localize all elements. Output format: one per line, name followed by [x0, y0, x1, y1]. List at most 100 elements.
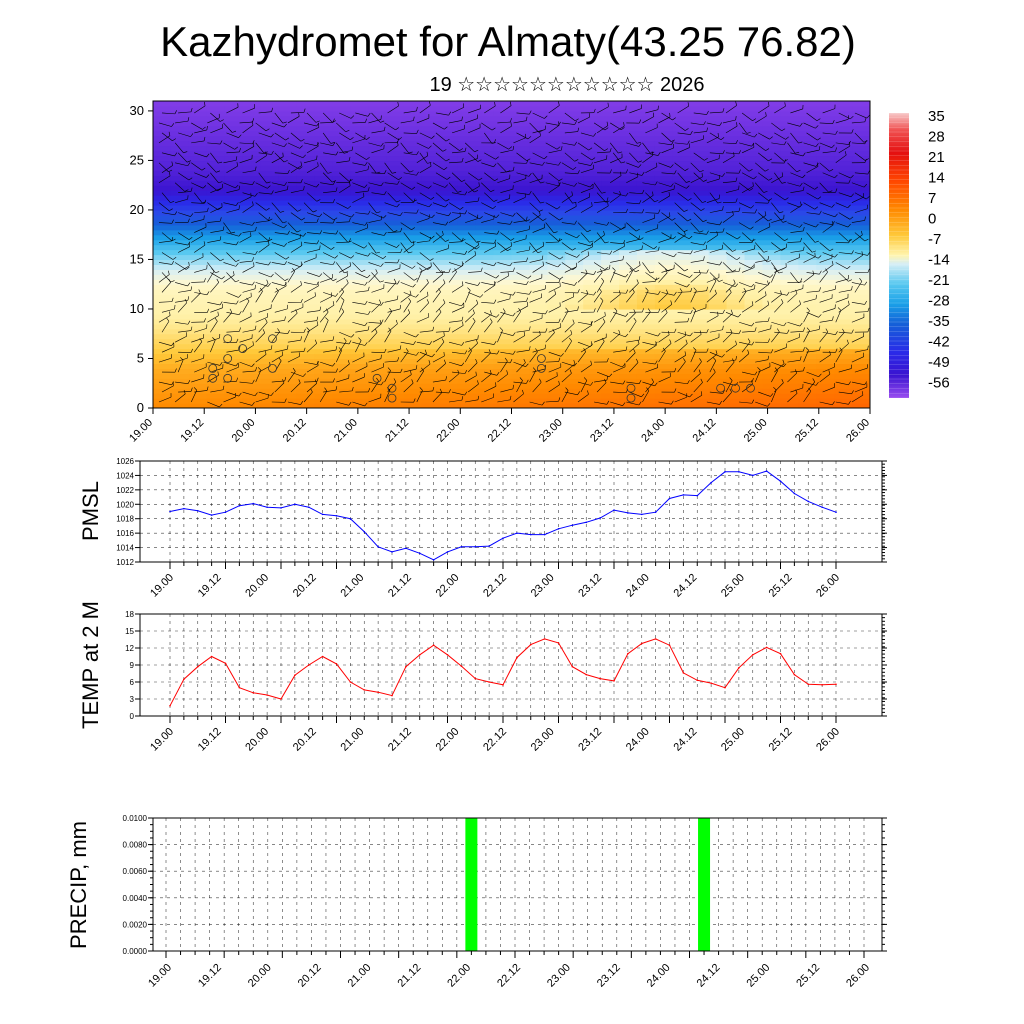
wind-barb-flag: [754, 371, 758, 376]
heatmap-cell: [153, 323, 172, 330]
heatmap-cell: [834, 185, 853, 191]
heatmap-cell: [224, 120, 244, 127]
wind-barb-flag: [803, 327, 805, 332]
wind-barb-flag: [412, 240, 415, 245]
wind-barb-flag: [522, 389, 524, 394]
wind-barb-flag: [834, 213, 838, 218]
heatmap-cell: [350, 105, 369, 112]
heatmap-cell: [744, 150, 764, 157]
heatmap-cell: [493, 239, 513, 246]
wind-barb-flag: [583, 377, 588, 381]
wind-barb: [677, 343, 688, 353]
heatmap-cell: [439, 209, 459, 216]
wind-barb-flag: [476, 299, 479, 304]
heatmap-cell: [762, 274, 781, 280]
wind-barb-flag: [239, 147, 241, 152]
wind-barb-flag: [802, 186, 805, 191]
heatmap-cell: [314, 224, 333, 231]
heatmap-cell: [601, 343, 620, 350]
wind-barb: [371, 272, 381, 283]
heatmap-cell: [332, 135, 351, 142]
wind-barb-flag: [284, 316, 286, 321]
heatmap-cell: [314, 358, 333, 365]
heatmap-cell: [332, 150, 351, 157]
wind-barb: [548, 149, 562, 154]
wind-barb: [484, 192, 494, 202]
heatmap-cell: [188, 328, 208, 335]
wind-barb-flag: [415, 333, 419, 338]
heatmap-cell: [816, 101, 835, 107]
heatmap-cell: [726, 279, 746, 285]
heatmap-cell: [780, 180, 799, 186]
heatmap-cell: [332, 145, 351, 152]
wind-barb: [465, 118, 478, 124]
wind-barb: [481, 242, 495, 244]
wind-barb: [593, 182, 602, 194]
heatmap-cell: [457, 190, 477, 196]
wind-barb-flag: [217, 188, 222, 192]
wind-barb: [690, 122, 704, 126]
heatmap-cell: [726, 209, 746, 216]
heatmap-cell: [744, 190, 764, 196]
heatmap-cell: [619, 120, 638, 127]
wind-barb-flag: [639, 119, 642, 124]
wind-barb: [645, 250, 659, 253]
wind-barb-flag: [217, 311, 219, 316]
wind-barb: [561, 333, 573, 343]
wind-barb-flag: [438, 308, 442, 313]
heatmap-cell: [583, 120, 602, 127]
heatmap-cell: [278, 269, 297, 275]
wind-barb-flag: [384, 348, 387, 353]
heatmap-cell: [511, 145, 531, 152]
wind-barb-flag: [187, 241, 191, 246]
heatmap-cell: [368, 353, 387, 360]
wind-barb: [403, 382, 414, 393]
heatmap-cell: [386, 239, 405, 246]
wind-barb-flag: [540, 201, 545, 204]
wind-barb-flag: [545, 328, 548, 333]
heatmap-cell: [314, 120, 333, 127]
heatmap-cell: [260, 200, 280, 206]
wind-barb: [384, 390, 391, 403]
wind-barb: [725, 152, 739, 155]
heatmap-cell: [206, 393, 226, 399]
heatmap-cell: [690, 318, 710, 325]
heatmap-cell: [206, 308, 226, 315]
wind-barb-flag: [508, 146, 513, 150]
wind-barb-flag: [300, 281, 302, 286]
heatmap-cell: [816, 229, 835, 236]
heatmap-cell: [583, 175, 602, 181]
heatmap-cell: [386, 348, 405, 355]
wind-barb: [677, 252, 691, 255]
wind-barb: [336, 142, 345, 154]
heatmap-cell: [386, 338, 405, 345]
wind-barb: [484, 232, 498, 235]
wind-barb: [645, 227, 658, 233]
wind-barb: [158, 357, 172, 363]
heatmap-cell: [475, 120, 495, 127]
heatmap-cell: [403, 165, 423, 171]
heatmap-cell: [816, 254, 835, 261]
heatmap-cell: [296, 185, 315, 191]
wind-barb: [677, 105, 689, 114]
heatmap-cell: [798, 343, 817, 350]
wind-barb: [642, 281, 656, 283]
heatmap-cell: [206, 175, 226, 181]
heatmap-cell: [547, 214, 566, 221]
heatmap-cell: [816, 398, 835, 404]
heatmap-cell: [439, 105, 459, 112]
wind-barb-flag: [507, 271, 509, 276]
heatmap-cell: [744, 264, 764, 270]
heatmap-cell: [690, 130, 710, 137]
wind-barb: [529, 259, 543, 263]
heatmap-cell: [170, 229, 190, 236]
heatmap-cell: [153, 383, 172, 389]
heatmap-cell: [188, 299, 208, 305]
wind-barb: [178, 391, 192, 393]
wind-barb: [629, 265, 641, 273]
heatmap-cell: [350, 234, 369, 241]
heatmap-cell: [188, 229, 208, 236]
heatmap-cell: [224, 363, 244, 369]
heatmap-cell: [296, 383, 315, 389]
heatmap-cell: [260, 388, 280, 394]
